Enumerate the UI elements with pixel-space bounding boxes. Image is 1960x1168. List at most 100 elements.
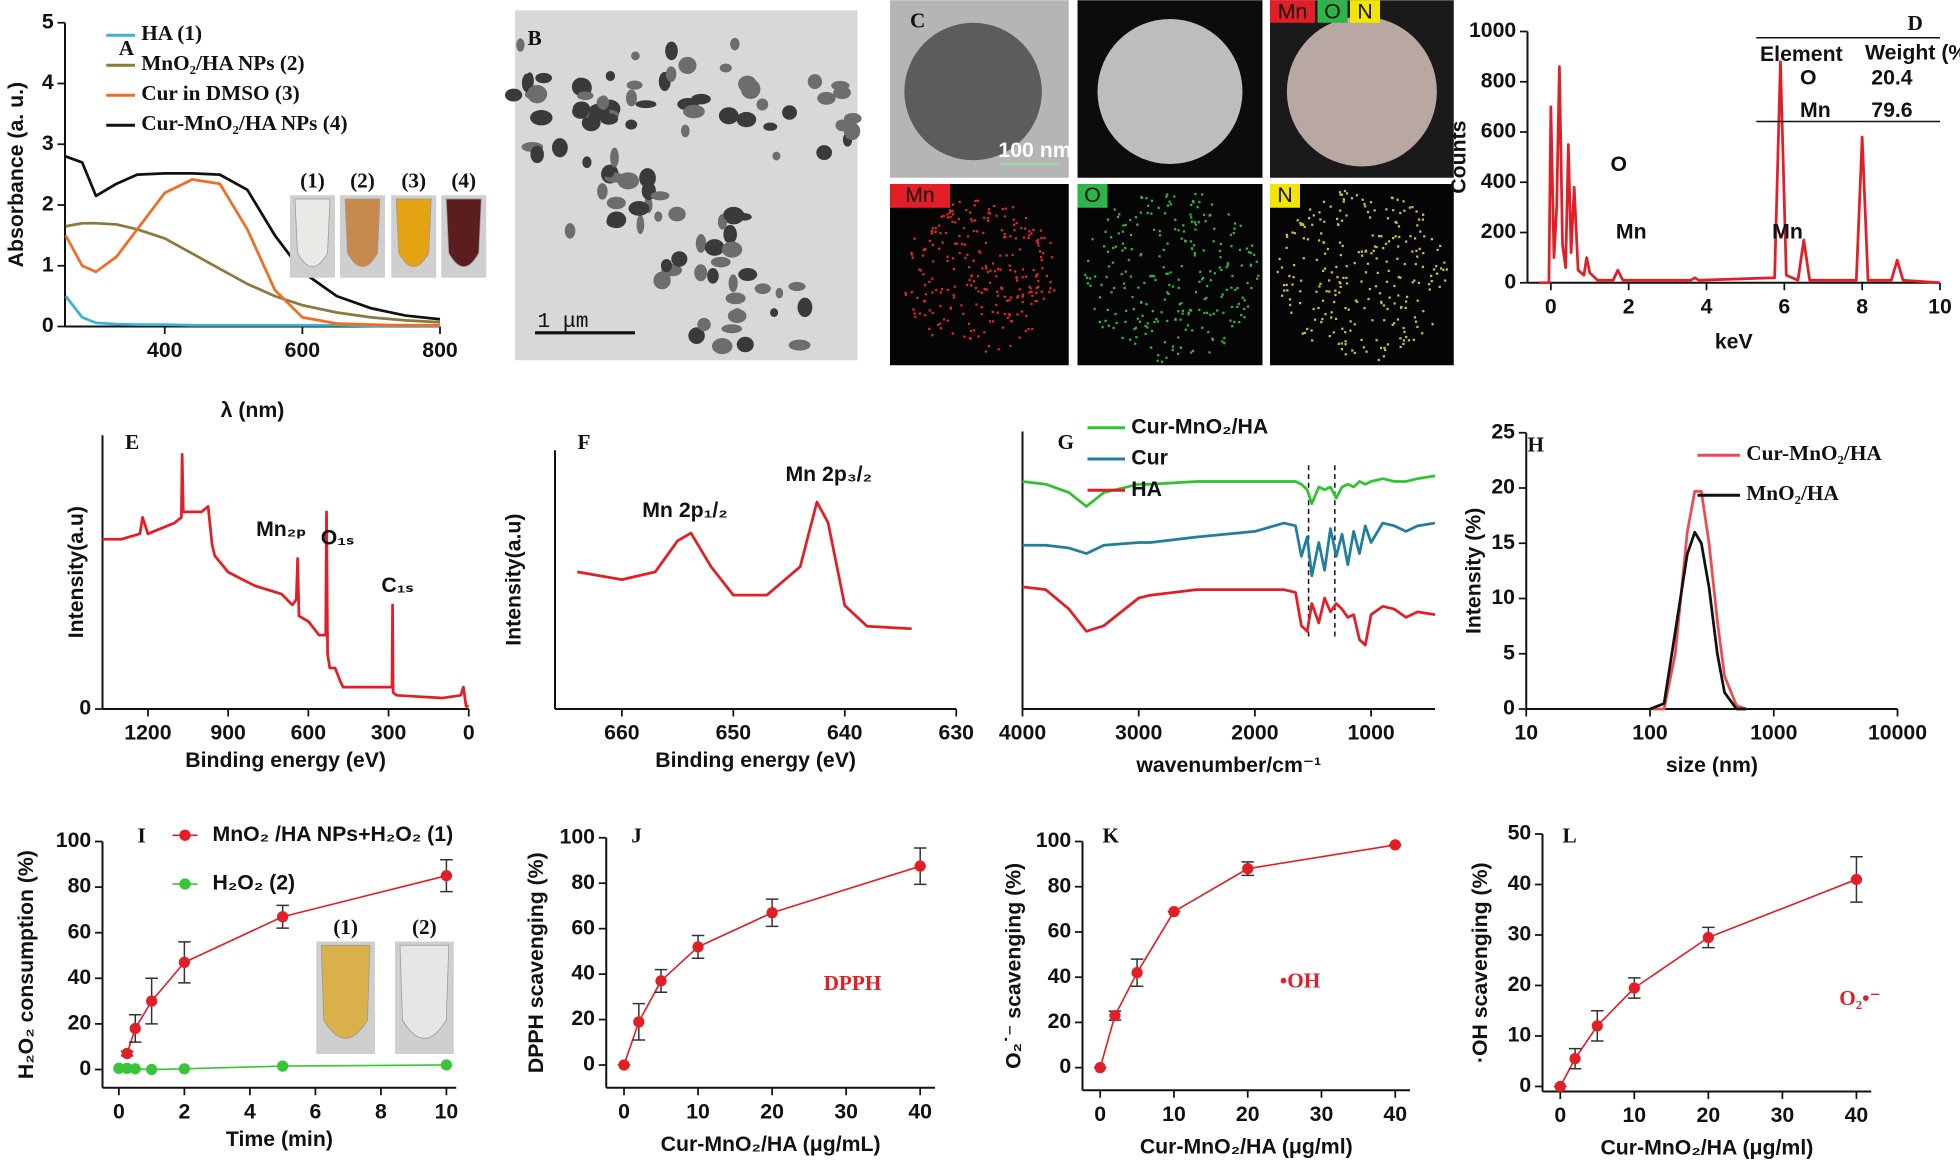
element-dot bbox=[1382, 304, 1386, 307]
element-dot bbox=[1234, 288, 1237, 291]
element-dot bbox=[1367, 297, 1370, 301]
y-tick-label: 5 bbox=[42, 9, 54, 33]
particle bbox=[505, 88, 523, 102]
element-dot bbox=[1353, 261, 1356, 265]
element-dot bbox=[1422, 310, 1425, 313]
x-tick-label: 0 bbox=[618, 1099, 630, 1123]
element-dot bbox=[1193, 251, 1196, 255]
y-tick-label: 40 bbox=[68, 965, 92, 989]
legend-label: H₂O₂ (2) bbox=[213, 871, 296, 895]
data-point bbox=[1569, 1053, 1581, 1065]
element-dot bbox=[1197, 221, 1200, 224]
element-dot bbox=[1292, 276, 1295, 279]
element-dot bbox=[1000, 229, 1004, 232]
element-dot bbox=[1349, 320, 1352, 323]
particle bbox=[721, 241, 743, 258]
y-axis-label: ·OH scavenging (%) bbox=[1468, 862, 1492, 1063]
element-dot bbox=[1162, 266, 1165, 269]
element-dot bbox=[1201, 326, 1204, 329]
element-dot bbox=[1443, 261, 1446, 264]
element-dot bbox=[965, 209, 968, 212]
particle bbox=[704, 239, 725, 256]
y-tick-label: 20 bbox=[1048, 1009, 1072, 1033]
element-dot bbox=[1178, 303, 1181, 306]
data-line bbox=[1022, 521, 1436, 578]
element-dot bbox=[1115, 321, 1118, 325]
element-dot bbox=[1032, 268, 1035, 272]
element-dot bbox=[1182, 224, 1185, 227]
element-dot bbox=[913, 237, 916, 240]
element-dot bbox=[1392, 236, 1395, 240]
element-dot bbox=[1299, 223, 1303, 226]
element-dot bbox=[1089, 284, 1092, 287]
y-tick-label: 60 bbox=[68, 919, 92, 943]
element-dot bbox=[1053, 289, 1056, 292]
element-dot bbox=[1341, 244, 1344, 248]
particle bbox=[530, 145, 544, 164]
element-dot bbox=[1299, 221, 1302, 225]
element-dot bbox=[993, 270, 997, 273]
element-dot bbox=[1196, 206, 1199, 209]
element-dot bbox=[1158, 234, 1162, 237]
element-dot bbox=[1422, 252, 1425, 255]
panel: 0 10 20 30 40 0 10 20 30 40 50 Cur-MnO₂/HA (μg/ml) ·… bbox=[1468, 821, 1881, 1160]
y-tick-label: 100 bbox=[56, 828, 91, 852]
element-dot bbox=[1402, 200, 1405, 203]
element-dot bbox=[942, 318, 946, 321]
element-dot bbox=[1435, 272, 1439, 275]
y-axis-label: Intensity(a.u) bbox=[502, 514, 526, 646]
x-tick-label: 40 bbox=[908, 1099, 932, 1123]
element-dot bbox=[1220, 295, 1223, 298]
element-dot bbox=[1129, 275, 1132, 278]
y-tick-label: 0 bbox=[1519, 1073, 1531, 1097]
x-axis-label: wavenumber/cm⁻¹ bbox=[1135, 753, 1321, 777]
element-dot bbox=[1342, 198, 1345, 201]
x-tick-label: 600 bbox=[285, 338, 320, 362]
element-dot bbox=[1428, 288, 1431, 291]
y-tick-label: 5 bbox=[1503, 640, 1515, 664]
data-line bbox=[1649, 530, 1747, 711]
element-dot bbox=[1037, 244, 1040, 247]
element-dot bbox=[955, 242, 959, 245]
element-dot bbox=[1286, 289, 1289, 292]
element-dot bbox=[934, 230, 937, 234]
element-dot bbox=[1296, 219, 1299, 222]
element-dot bbox=[1205, 311, 1209, 314]
element-dot bbox=[1414, 262, 1417, 266]
element-dot bbox=[1393, 302, 1396, 305]
element-dot bbox=[1136, 223, 1139, 226]
element-dot bbox=[1230, 286, 1233, 289]
element-dot bbox=[1150, 274, 1154, 277]
element-dot bbox=[1212, 312, 1215, 315]
data-point bbox=[766, 907, 778, 919]
element-dot bbox=[1387, 269, 1390, 272]
element-dot bbox=[977, 290, 980, 293]
element-dot bbox=[977, 250, 981, 253]
element-dot bbox=[1413, 316, 1417, 319]
element-dot bbox=[1216, 309, 1219, 312]
particle bbox=[738, 75, 757, 93]
data-point bbox=[440, 1059, 453, 1071]
element-dot bbox=[1386, 307, 1389, 311]
element-dot bbox=[1204, 220, 1207, 223]
element-dot bbox=[952, 267, 955, 271]
element-dot bbox=[1043, 236, 1046, 240]
element-dot bbox=[980, 312, 983, 316]
annotation: Mn bbox=[1772, 219, 1803, 243]
particle bbox=[782, 105, 797, 120]
element-dot bbox=[1104, 230, 1107, 234]
x-tick-label: 1000 bbox=[1750, 721, 1797, 745]
element-dot bbox=[1107, 324, 1110, 327]
element-dot bbox=[1412, 338, 1415, 341]
element-dot bbox=[953, 242, 956, 245]
panel-label: L bbox=[1563, 824, 1577, 848]
element-dot bbox=[1391, 323, 1394, 326]
element-dot bbox=[1345, 192, 1349, 195]
element-dot bbox=[1285, 283, 1288, 287]
tube-label: (3) bbox=[401, 169, 426, 193]
element-dot bbox=[997, 348, 1000, 351]
element-dot bbox=[1396, 257, 1399, 260]
tube bbox=[445, 198, 482, 267]
particle bbox=[604, 167, 615, 178]
element-dot bbox=[1300, 279, 1303, 282]
